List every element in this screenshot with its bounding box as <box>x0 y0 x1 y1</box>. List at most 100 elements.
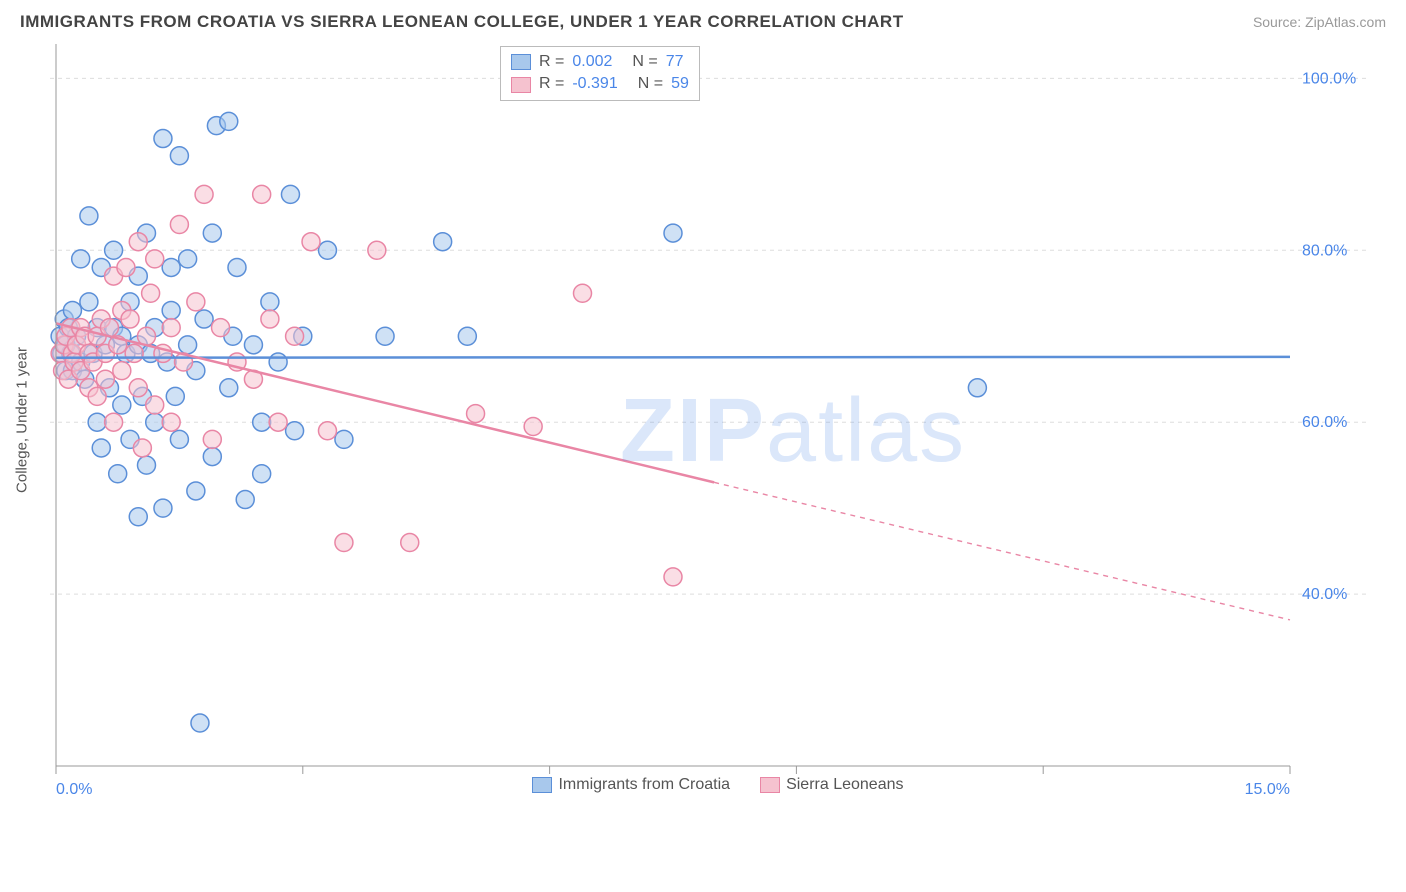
scatter-point <box>162 413 180 431</box>
scatter-point <box>664 224 682 242</box>
scatter-point <box>467 405 485 423</box>
scatter-point <box>129 233 147 251</box>
scatter-point <box>166 387 184 405</box>
legend-label: Sierra Leoneans <box>786 776 903 794</box>
r-value: -0.391 <box>572 73 617 95</box>
n-label: N = <box>638 73 663 95</box>
scatter-point <box>162 258 180 276</box>
scatter-point <box>170 430 188 448</box>
scatter-point <box>92 439 110 457</box>
scatter-point <box>203 430 221 448</box>
scatter-point <box>125 344 143 362</box>
scatter-point <box>228 258 246 276</box>
scatter-point <box>80 207 98 225</box>
scatter-point <box>261 293 279 311</box>
legend-item: Sierra Leoneans <box>760 776 903 794</box>
scatter-point <box>63 301 81 319</box>
scatter-plot: 0.0%15.0%40.0%60.0%80.0%100.0% <box>50 40 1370 800</box>
y-tick-label: 100.0% <box>1302 70 1356 87</box>
scatter-point <box>281 185 299 203</box>
scatter-point <box>261 310 279 328</box>
r-label: R = <box>539 51 564 73</box>
stats-row: R = 0.002 N = 77 <box>511 51 689 73</box>
scatter-point <box>269 413 287 431</box>
scatter-point <box>376 327 394 345</box>
scatter-point <box>105 413 123 431</box>
scatter-point <box>236 491 254 509</box>
scatter-point <box>109 465 127 483</box>
scatter-point <box>142 284 160 302</box>
scatter-point <box>269 353 287 371</box>
scatter-point <box>335 534 353 552</box>
n-value: 59 <box>671 73 689 95</box>
scatter-point <box>195 310 213 328</box>
chart-header: IMMIGRANTS FROM CROATIA VS SIERRA LEONEA… <box>0 0 1406 40</box>
scatter-point <box>220 379 238 397</box>
regression-extrapolation <box>714 482 1290 620</box>
legend-swatch <box>760 777 780 793</box>
scatter-point <box>162 319 180 337</box>
scatter-point <box>968 379 986 397</box>
legend-label: Immigrants from Croatia <box>558 776 730 794</box>
scatter-point <box>179 250 197 268</box>
scatter-point <box>253 413 271 431</box>
scatter-point <box>574 284 592 302</box>
scatter-point <box>129 379 147 397</box>
scatter-point <box>154 130 172 148</box>
scatter-point <box>664 568 682 586</box>
scatter-point <box>105 241 123 259</box>
scatter-point <box>88 387 106 405</box>
scatter-point <box>88 413 106 431</box>
scatter-point <box>401 534 419 552</box>
scatter-point <box>318 422 336 440</box>
scatter-point <box>170 147 188 165</box>
r-label: R = <box>539 73 564 95</box>
scatter-point <box>191 714 209 732</box>
scatter-point <box>203 224 221 242</box>
stats-row: R = -0.391 N = 59 <box>511 73 689 95</box>
scatter-point <box>286 327 304 345</box>
n-label: N = <box>632 51 657 73</box>
series-swatch <box>511 54 531 70</box>
scatter-point <box>80 293 98 311</box>
scatter-point <box>318 241 336 259</box>
scatter-point <box>133 439 151 457</box>
scatter-point <box>113 396 131 414</box>
y-axis-label: College, Under 1 year <box>14 347 31 493</box>
r-value: 0.002 <box>572 51 612 73</box>
scatter-point <box>96 370 114 388</box>
scatter-point <box>179 336 197 354</box>
source-link[interactable]: ZipAtlas.com <box>1305 14 1386 30</box>
scatter-point <box>72 250 90 268</box>
scatter-point <box>203 448 221 466</box>
correlation-stats-box: R = 0.002 N = 77 R = -0.391 N = 59 <box>500 46 700 101</box>
scatter-point <box>137 456 155 474</box>
legend: Immigrants from Croatia Sierra Leoneans <box>50 776 1386 794</box>
scatter-point <box>187 482 205 500</box>
scatter-point <box>117 258 135 276</box>
scatter-point <box>244 336 262 354</box>
series-swatch <box>511 77 531 93</box>
scatter-point <box>302 233 320 251</box>
scatter-point <box>253 185 271 203</box>
scatter-point <box>212 319 230 337</box>
scatter-point <box>434 233 452 251</box>
plot-wrapper: College, Under 1 year 0.0%15.0%40.0%60.0… <box>50 40 1386 800</box>
regression-line <box>56 357 1290 358</box>
scatter-point <box>368 241 386 259</box>
scatter-point <box>146 250 164 268</box>
chart-title: IMMIGRANTS FROM CROATIA VS SIERRA LEONEA… <box>20 12 904 32</box>
source-label: Source: ZipAtlas.com <box>1253 14 1386 30</box>
scatter-point <box>286 422 304 440</box>
scatter-point <box>154 499 172 517</box>
scatter-point <box>253 465 271 483</box>
y-tick-label: 60.0% <box>1302 414 1347 431</box>
legend-swatch <box>532 777 552 793</box>
scatter-point <box>187 293 205 311</box>
n-value: 77 <box>666 51 684 73</box>
scatter-point <box>146 413 164 431</box>
scatter-point <box>220 112 238 130</box>
scatter-point <box>195 185 213 203</box>
scatter-point <box>113 362 131 380</box>
scatter-point <box>121 310 139 328</box>
